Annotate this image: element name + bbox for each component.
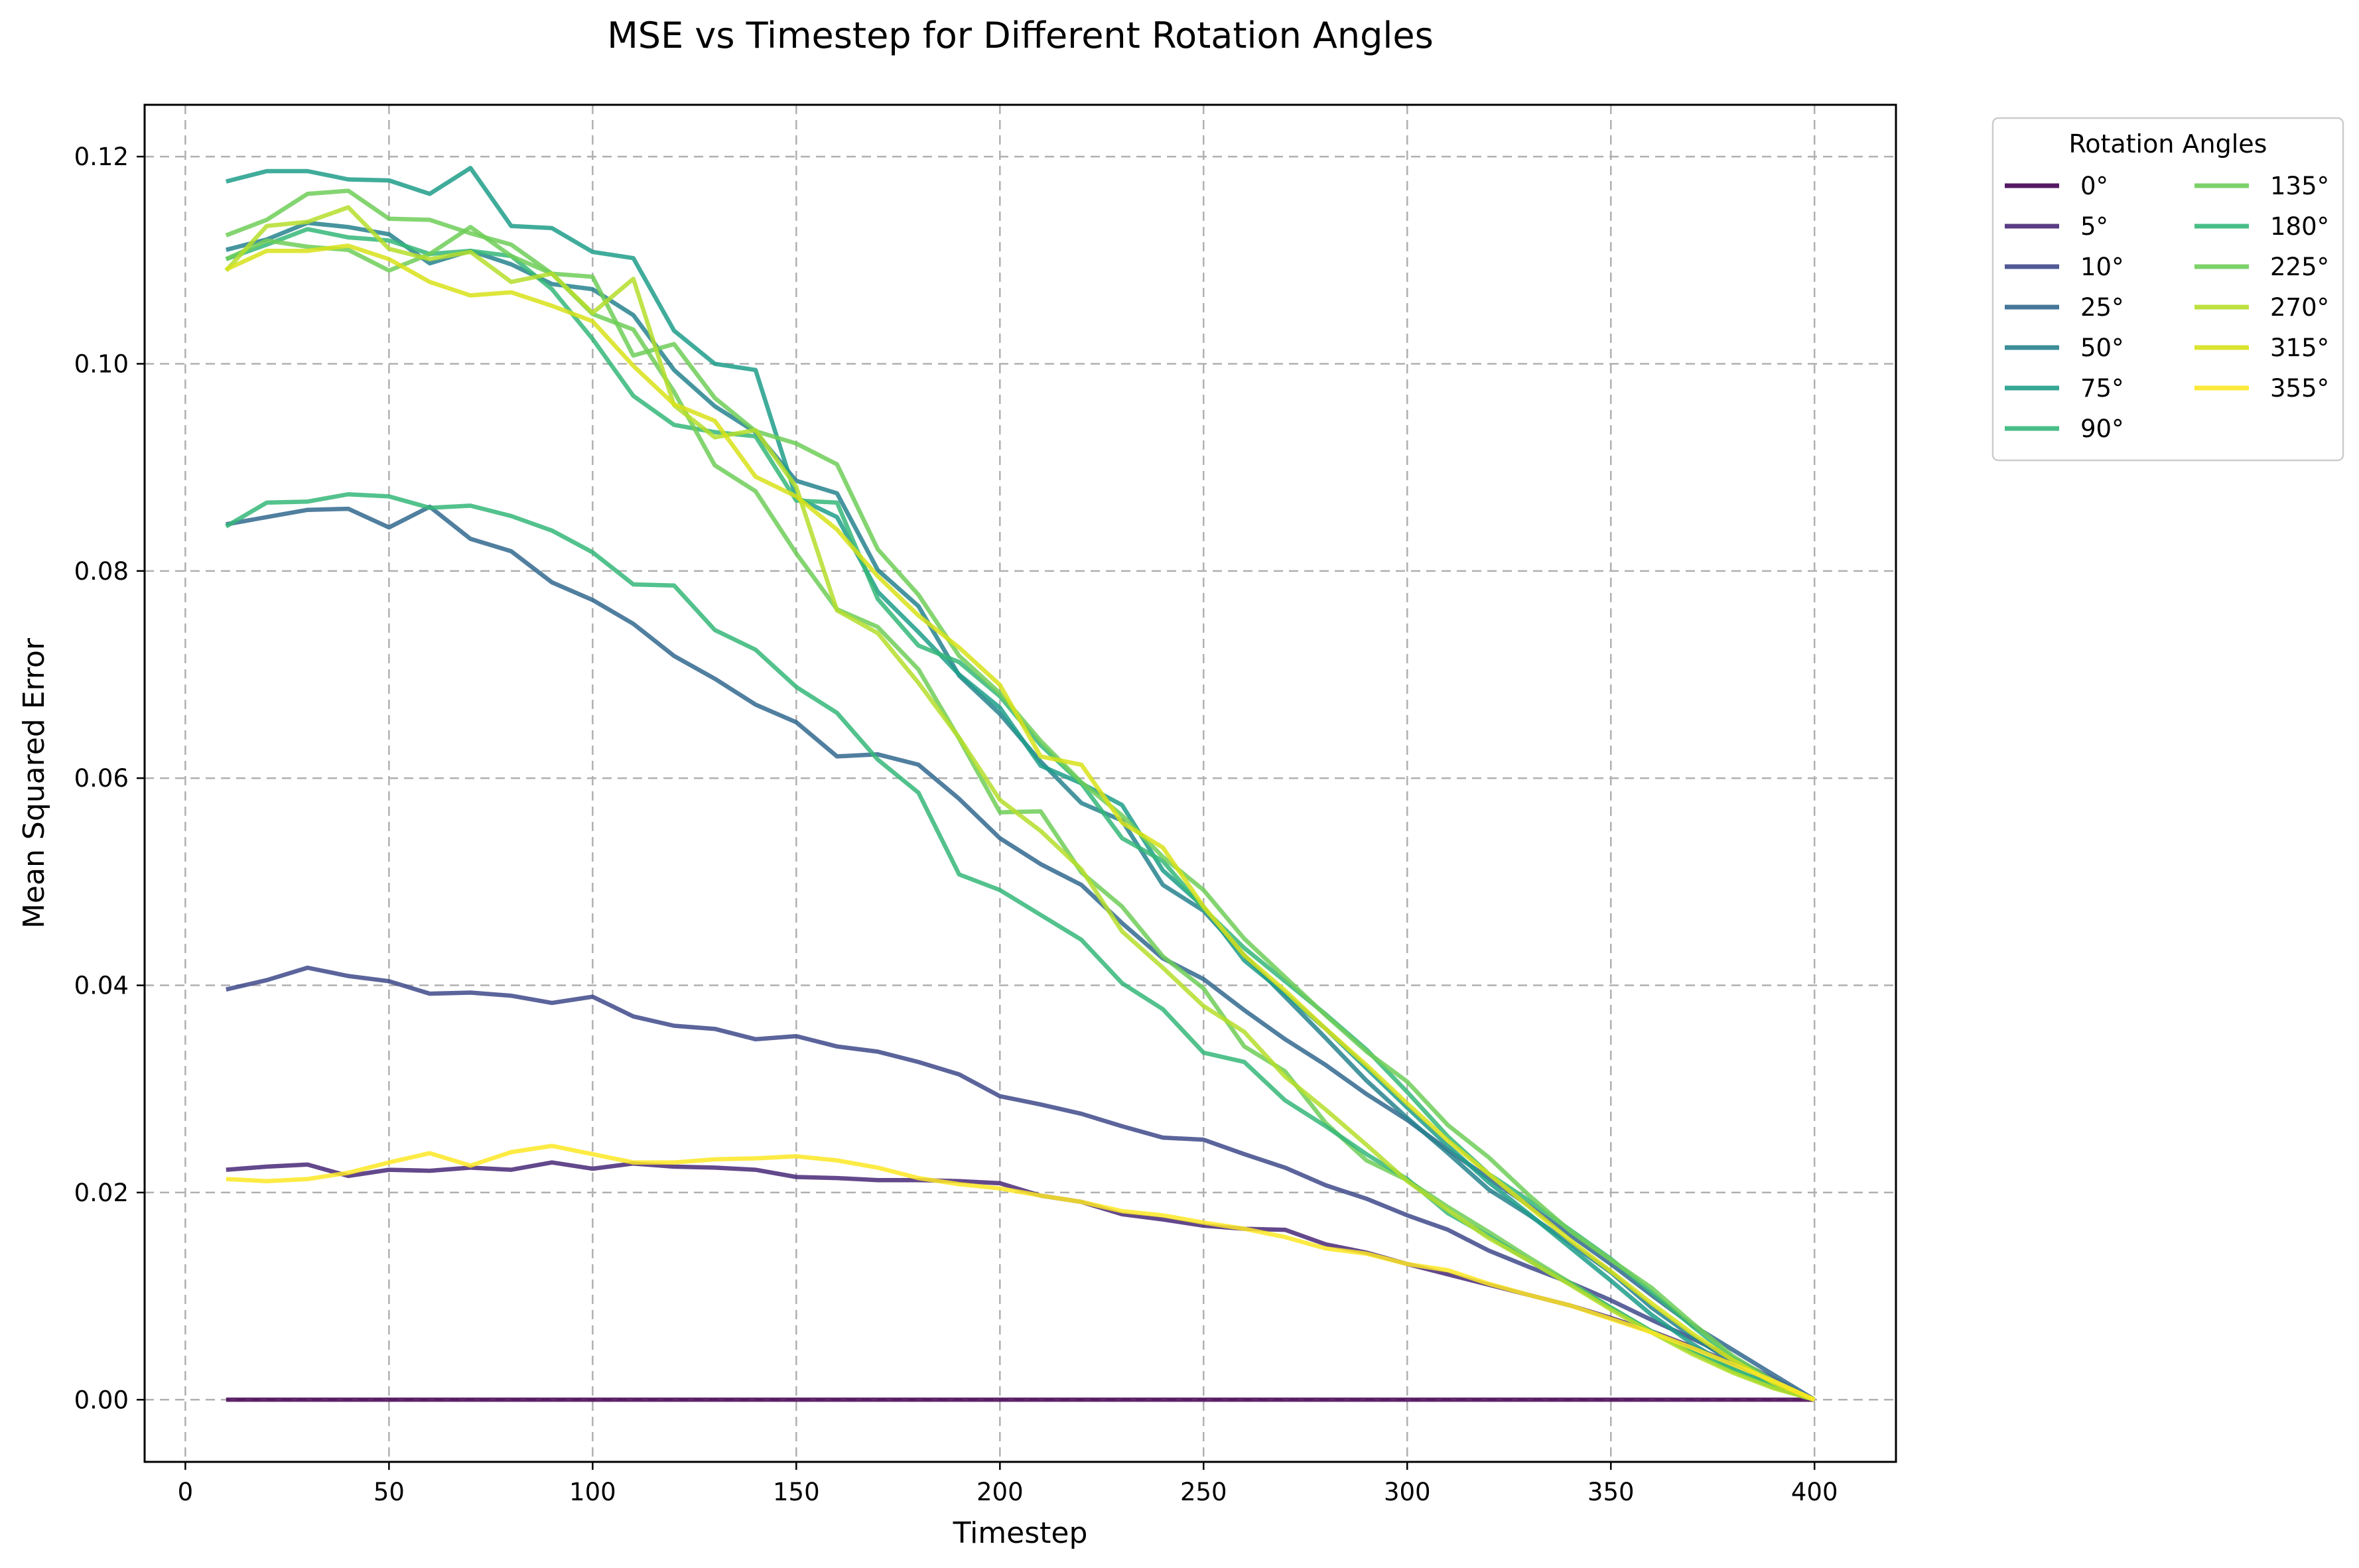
legend-label: 135° bbox=[2270, 172, 2329, 200]
x-tick-label: 100 bbox=[569, 1478, 616, 1506]
x-tick-label: 50 bbox=[373, 1478, 405, 1506]
x-axis-label: Timestep bbox=[953, 1516, 1088, 1550]
y-tick-label: 0.12 bbox=[74, 143, 129, 171]
x-tick-label: 200 bbox=[977, 1478, 1024, 1506]
x-tick-label: 250 bbox=[1180, 1478, 1227, 1506]
legend-label: 5° bbox=[2080, 212, 2108, 241]
y-tick-label: 0.08 bbox=[74, 557, 129, 586]
series-line bbox=[225, 166, 1816, 1402]
legend-label: 180° bbox=[2270, 212, 2329, 241]
x-tick-label: 0 bbox=[178, 1478, 194, 1506]
legend-label: 0° bbox=[2080, 172, 2108, 200]
chart-title: MSE vs Timestep for Different Rotation A… bbox=[607, 15, 1434, 56]
legend-box bbox=[1991, 117, 2344, 462]
y-axis: 0.00 0.02 0.04 0.06 0.08 0.10 0.12 bbox=[74, 143, 145, 1414]
series-line bbox=[224, 205, 1816, 1402]
legend-label: 270° bbox=[2270, 293, 2329, 322]
series-line bbox=[226, 1143, 1816, 1402]
legend-label: 90° bbox=[2080, 415, 2124, 443]
y-tick-label: 0.10 bbox=[74, 350, 129, 378]
y-axis-label: Mean Squared Error bbox=[17, 637, 51, 929]
legend: Rotation Angles 0° 5° 10° 25° 50° 75° 90° 135° 1… bbox=[1991, 117, 2344, 462]
legend-label: 315° bbox=[2270, 334, 2329, 362]
y-tick-label: 0.06 bbox=[74, 764, 129, 793]
y-tick-label: 0.02 bbox=[74, 1179, 129, 1207]
plot-frame bbox=[143, 103, 1897, 1463]
legend-label: 25° bbox=[2080, 293, 2124, 322]
x-axis: 0 50 100 150 200 250 300 350 400 bbox=[178, 1462, 1838, 1506]
series-line bbox=[226, 504, 1816, 1402]
y-tick-label: 0.00 bbox=[74, 1386, 129, 1414]
legend-items: 0° 5° 10° 25° 50° 75° 90° 135° 180° 225° 270° 315° 3… bbox=[2005, 172, 2329, 443]
x-tick-label: 300 bbox=[1384, 1478, 1431, 1506]
series-line bbox=[225, 243, 1816, 1402]
x-tick-label: 150 bbox=[773, 1478, 820, 1506]
legend-label: 50° bbox=[2080, 334, 2124, 362]
legend-label: 225° bbox=[2270, 253, 2329, 281]
legend-label: 10° bbox=[2080, 253, 2124, 281]
x-tick-label: 350 bbox=[1587, 1478, 1635, 1506]
legend-title: Rotation Angles bbox=[2069, 129, 2267, 159]
legend-label: 355° bbox=[2270, 374, 2329, 403]
y-tick-label: 0.04 bbox=[74, 972, 129, 1000]
series-lines bbox=[224, 166, 1816, 1402]
x-tick-label: 400 bbox=[1791, 1478, 1838, 1506]
legend-label: 75° bbox=[2080, 374, 2124, 403]
